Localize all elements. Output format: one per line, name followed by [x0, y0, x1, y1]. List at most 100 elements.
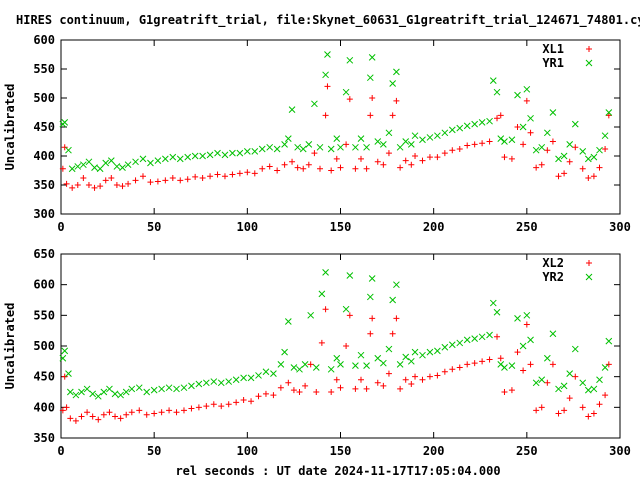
- data-point-yr1: [605, 109, 613, 116]
- data-point-xl1: [441, 150, 448, 157]
- data-point-xl1: [221, 173, 228, 180]
- data-point-yr1: [119, 164, 126, 171]
- data-point-xl2: [385, 370, 392, 377]
- data-point-yr1: [471, 120, 479, 128]
- data-point-yr1: [426, 134, 434, 141]
- data-point-yr1: [538, 143, 546, 151]
- data-point-yr1: [489, 77, 497, 84]
- data-point-xl2: [479, 358, 486, 365]
- data-point-yr2: [65, 370, 72, 377]
- data-point-yr1: [396, 143, 404, 151]
- data-point-xl2: [561, 407, 568, 414]
- data-point-xl2: [262, 390, 269, 397]
- data-point-xl2: [328, 389, 335, 395]
- data-point-yr2: [434, 347, 441, 355]
- data-point-yr2: [270, 370, 277, 377]
- data-point-xl2: [374, 379, 381, 386]
- x-tick-label: 300: [609, 220, 631, 234]
- data-point-xl1: [324, 83, 331, 90]
- data-point-xl1: [397, 164, 404, 171]
- data-point-yr2: [571, 345, 579, 353]
- data-point-yr2: [402, 353, 410, 361]
- data-point-yr1: [523, 85, 531, 93]
- data-point-yr2: [352, 362, 359, 369]
- data-point-yr2: [560, 382, 568, 390]
- data-point-xl1: [343, 141, 350, 148]
- data-point-xl2: [380, 382, 387, 389]
- data-point-yr1: [497, 135, 505, 142]
- data-point-yr1: [236, 149, 244, 157]
- data-point-yr1: [508, 136, 516, 144]
- data-point-xl2: [136, 407, 143, 414]
- data-point-xl2: [494, 333, 501, 340]
- data-point-xl1: [402, 157, 409, 164]
- data-point-xl2: [497, 355, 504, 362]
- data-point-xl2: [95, 416, 102, 423]
- data-point-xl1: [449, 147, 456, 154]
- data-point-yr2: [374, 354, 382, 362]
- data-point-yr1: [486, 117, 493, 125]
- data-point-xl1: [322, 112, 329, 119]
- data-point-xl2: [412, 373, 419, 380]
- data-point-yr1: [161, 155, 169, 163]
- data-point-xl1: [538, 161, 545, 168]
- y-tick-label: 550: [33, 308, 55, 322]
- data-point-yr1: [169, 153, 177, 161]
- data-point-xl2: [549, 361, 556, 368]
- data-point-xl1: [479, 140, 486, 147]
- data-point-yr1: [493, 88, 501, 96]
- y-tick-label: 300: [33, 207, 55, 221]
- data-point-xl2: [544, 379, 551, 386]
- data-point-yr2: [407, 357, 415, 365]
- data-point-xl1: [80, 175, 87, 182]
- data-point-xl1: [300, 165, 307, 172]
- data-point-yr2: [368, 275, 376, 282]
- data-point-yr1: [102, 159, 110, 167]
- data-point-xl2: [471, 360, 478, 367]
- data-point-yr2: [527, 336, 534, 344]
- data-point-xl1: [533, 164, 540, 171]
- y-tick-label: 400: [33, 149, 55, 163]
- data-point-xl1: [259, 165, 266, 172]
- x-tick-label: 150: [330, 220, 352, 234]
- data-point-xl2: [367, 330, 374, 337]
- data-point-yr2: [555, 385, 562, 393]
- data-point-xl2: [203, 403, 210, 410]
- data-point-xl1: [549, 138, 556, 145]
- data-point-yr2: [426, 348, 434, 356]
- data-point-yr1: [305, 141, 313, 148]
- data-point-yr2: [66, 388, 74, 396]
- data-point-xl1: [91, 184, 98, 191]
- legend-label-xl1: XL1: [542, 42, 564, 56]
- data-point-yr1: [96, 165, 104, 173]
- data-point-xl2: [72, 417, 79, 424]
- data-point-xl1: [229, 171, 236, 178]
- data-point-xl1: [102, 177, 109, 184]
- data-point-xl1: [63, 180, 70, 187]
- data-point-yr1: [456, 124, 464, 132]
- data-point-yr1: [65, 146, 72, 154]
- data-point-xl2: [117, 415, 124, 422]
- data-point-yr2: [486, 331, 493, 339]
- data-point-xl1: [456, 146, 463, 153]
- data-point-xl2: [464, 361, 471, 368]
- data-point-yr2: [150, 386, 158, 394]
- x-axis-label: rel seconds : UT date 2024-11-17T17:05:0…: [175, 464, 500, 478]
- data-point-xl2: [112, 413, 119, 420]
- legend-marker-yr1: [585, 59, 593, 67]
- data-point-xl1: [497, 112, 504, 119]
- data-point-xl2: [363, 385, 370, 392]
- legend-marker-xl2: [586, 260, 592, 266]
- y-tick-label: 600: [33, 278, 55, 292]
- data-point-yr2: [605, 337, 613, 345]
- data-point-yr2: [296, 365, 303, 373]
- data-point-yr2: [106, 385, 113, 393]
- data-point-yr2: [596, 376, 603, 384]
- data-point-yr1: [346, 56, 354, 64]
- data-point-xl2: [346, 312, 353, 319]
- data-point-yr1: [107, 157, 115, 164]
- data-point-yr2: [301, 361, 309, 368]
- data-point-xl2: [173, 409, 180, 416]
- data-point-yr2: [327, 365, 335, 373]
